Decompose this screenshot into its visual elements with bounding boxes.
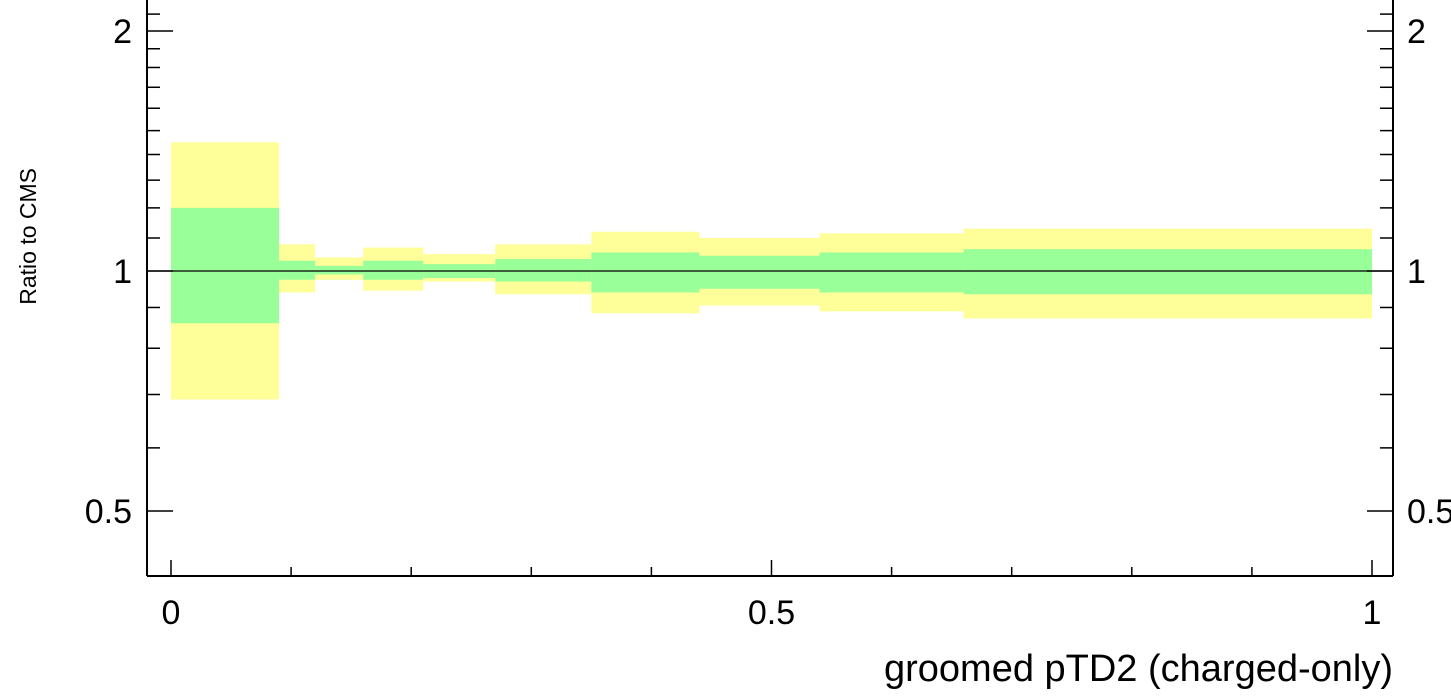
y-right-tick-label: 1: [1407, 253, 1426, 291]
y-left-tick-label: 0.5: [85, 493, 132, 531]
x-axis-label: groomed pTD2 (charged-only): [884, 648, 1393, 690]
inner-band-bin-8: [699, 255, 820, 289]
x-tick-label: 0.5: [748, 594, 795, 632]
inner-band-bin-6: [495, 259, 592, 282]
inner-band-bin-10: [963, 249, 1372, 295]
y-right-tick-label: 0.5: [1407, 493, 1451, 531]
y-left-tick-label: 2: [113, 13, 132, 51]
inner-uncertainty-band: [171, 207, 1372, 324]
inner-band-bin-2: [279, 260, 316, 280]
y-left-tick-label: 1: [113, 253, 132, 291]
axis-tick-labels: 0 0.5 1 0.5 1 2 0.5 1 2: [85, 13, 1451, 632]
y-axis-label: Ratio to CMS: [15, 168, 41, 305]
x-tick-label: 0: [162, 594, 181, 632]
x-tick-label: 1: [1363, 594, 1382, 632]
inner-band-bin-7: [591, 252, 700, 293]
inner-band-bin-3: [315, 265, 364, 275]
y-right-tick-label: 2: [1407, 13, 1426, 51]
plot-frame: [146, 0, 1394, 577]
inner-band-bin-1: [171, 207, 280, 324]
axis-ticks: [147, 13, 1393, 576]
inner-band-bin-9: [819, 252, 964, 293]
inner-band-bin-4: [363, 260, 424, 280]
